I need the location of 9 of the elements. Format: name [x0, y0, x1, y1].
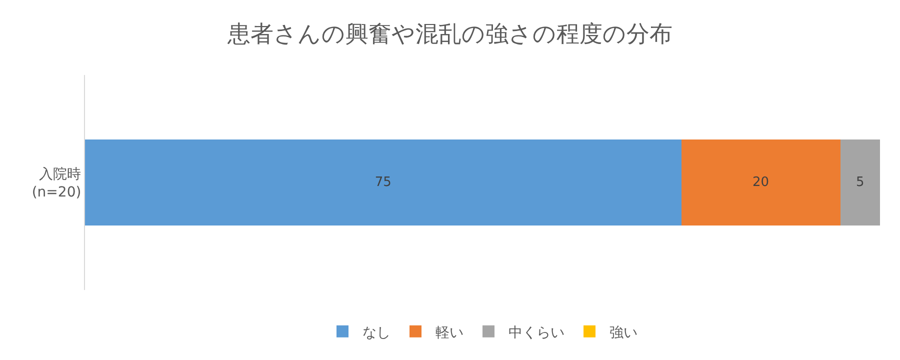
data-label: 75 [374, 175, 392, 190]
chart-title: 患者さんの興奮や混乱の強さの程度の分布 [226, 21, 672, 48]
legend-label: 中くらい [508, 324, 564, 341]
data-label: 20 [752, 175, 770, 190]
legend-label: 軽い [436, 324, 464, 341]
legend-label: なし [362, 324, 390, 341]
y-tick-label: 入院時 (n=20) [32, 166, 82, 200]
legend-label: 強い [610, 324, 638, 341]
data-label: 5 [856, 175, 864, 190]
